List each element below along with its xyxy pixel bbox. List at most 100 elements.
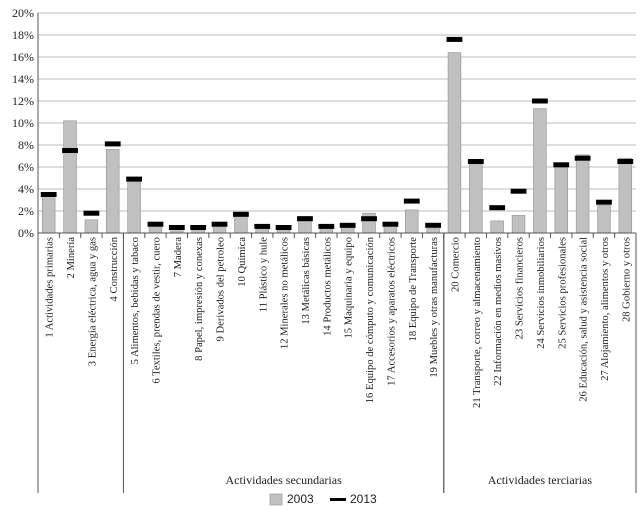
category-label: 26 Educación, salud y asistencia social [579, 237, 590, 402]
legend-swatch-2003 [269, 493, 283, 506]
marker-2013 [339, 222, 356, 228]
bar-2003 [618, 157, 633, 234]
category-label: 11 Plástico y hule [258, 237, 269, 313]
marker-2013 [318, 223, 335, 229]
y-tick-label: 4% [18, 182, 34, 196]
category-label: 15 Maquinaria y equipo [344, 237, 355, 339]
series-2013-markers [40, 36, 634, 230]
y-tick-label: 12% [12, 94, 34, 108]
y-tick-label: 14% [12, 72, 34, 86]
group-labels: Actividades secundarias Actividades terci… [37, 233, 637, 493]
category-label: 9 Derivados del petroleo [216, 237, 227, 341]
marker-2013 [83, 210, 100, 216]
category-label: 27 Alojamiento, alimentos y otros [600, 237, 611, 381]
bar-2003 [597, 205, 611, 234]
category-labels: 1 Actividades primarias 2 Minería 3 Energí… [45, 236, 633, 408]
marker-2013 [531, 98, 548, 104]
category-label: 22 Información en medios masivos [493, 237, 504, 386]
marker-2013 [403, 198, 420, 204]
category-label: 7 Madera [173, 237, 184, 278]
marker-2013 [510, 188, 527, 194]
group-label: Actividades terciarias [488, 473, 593, 487]
bar-2003 [447, 52, 462, 234]
marker-2013 [382, 221, 399, 227]
y-tick-label: 8% [18, 138, 34, 152]
category-label: 21 Transporte, correo y almacenamiento [472, 237, 483, 408]
legend: 2003 2013 [269, 492, 377, 506]
marker-2013 [574, 155, 591, 161]
marker-2013 [40, 192, 57, 197]
marker-2013 [553, 162, 570, 168]
category-label: 14 Productos metálicos [322, 237, 333, 336]
marker-2013 [425, 222, 442, 228]
series-2003-bars [41, 52, 633, 234]
category-label: 3 Energía eléctrica, agua y gas [87, 237, 98, 366]
marker-2013 [617, 159, 634, 164]
marker-2013 [446, 36, 463, 42]
marker-2013 [168, 225, 185, 230]
bar-2003 [554, 166, 568, 234]
y-tick-label: 18% [12, 28, 34, 42]
y-tick-label: 0% [18, 226, 34, 240]
category-label: 18 Equipo de Transporte [408, 237, 419, 342]
category-label: 10 Química [237, 237, 248, 287]
marker-2013 [596, 199, 612, 205]
category-label: 25 Servicios profesionales [557, 237, 568, 349]
marker-2013 [104, 141, 121, 147]
y-tick-label: 16% [12, 50, 34, 64]
marker-2013 [275, 225, 292, 230]
legend-swatch-2013 [330, 498, 346, 501]
group-label: Actividades secundarias [225, 473, 342, 487]
marker-2013 [297, 216, 313, 222]
marker-2013 [147, 221, 164, 227]
bar-2003 [511, 215, 526, 234]
y-tick-label: 6% [18, 160, 34, 174]
y-tick-label: 10% [12, 116, 34, 130]
category-label: 1 Actividades primarias [45, 237, 56, 338]
y-tick-label: 20% [12, 6, 34, 20]
bar-2003 [533, 108, 547, 234]
category-label: 5 Alimentos, bebidas y tabaco [130, 237, 141, 364]
marker-2013 [62, 148, 78, 153]
bar-2003 [41, 197, 56, 234]
bar-2003 [362, 212, 376, 234]
marker-2013 [467, 159, 484, 164]
marker-2013 [211, 221, 228, 227]
category-label: 16 Equipo de cómputo y comunicación [365, 236, 376, 403]
category-label: 20 Comercio [450, 237, 461, 292]
bar-2003 [106, 149, 120, 234]
bar-2003 [84, 219, 99, 234]
marker-2013 [126, 176, 143, 182]
bar-2003 [127, 179, 141, 234]
category-label: 12 Minerales no metálicos [280, 237, 291, 349]
category-label: 13 Metálicas básicas [301, 237, 312, 325]
marker-2013 [489, 205, 506, 211]
marker-2013 [254, 223, 271, 229]
bar-2003 [405, 209, 419, 234]
category-label: 6 Textiles, prendas de vestir, cuero [151, 237, 162, 384]
bar-2003 [255, 228, 269, 234]
category-label: 24 Servicios inmobiliarios [536, 237, 547, 349]
category-label: 17 Accesorios y aparatos eléctricos [386, 237, 397, 386]
bar-2003 [490, 220, 504, 234]
bar-2003 [340, 227, 355, 234]
marker-2013 [232, 211, 249, 217]
y-axis-tick-labels: 0% 2% 4% 6% 8% 10% 12% 14% 16% 18% 20% [12, 6, 34, 240]
category-label: 2 Minería [66, 237, 77, 279]
category-label: 8 Papel, impresión y conexas [194, 237, 205, 361]
marker-2013 [190, 225, 207, 230]
category-label: 19 Muebles y otras manufacturas [429, 237, 440, 378]
marker-2013 [361, 216, 377, 222]
category-label: 23 Servicios financieros [515, 237, 526, 339]
y-tick-label: 2% [18, 204, 34, 218]
bar-2003 [426, 228, 440, 234]
legend-label-2013: 2013 [350, 492, 377, 506]
bar-2003 [575, 154, 590, 234]
category-label: 4 Construcción [109, 236, 120, 301]
legend-label-2003: 2003 [287, 492, 314, 506]
bar-2003 [63, 120, 77, 234]
category-label: 28 Gobierno y otros [621, 237, 632, 322]
bar-2003 [469, 163, 483, 234]
